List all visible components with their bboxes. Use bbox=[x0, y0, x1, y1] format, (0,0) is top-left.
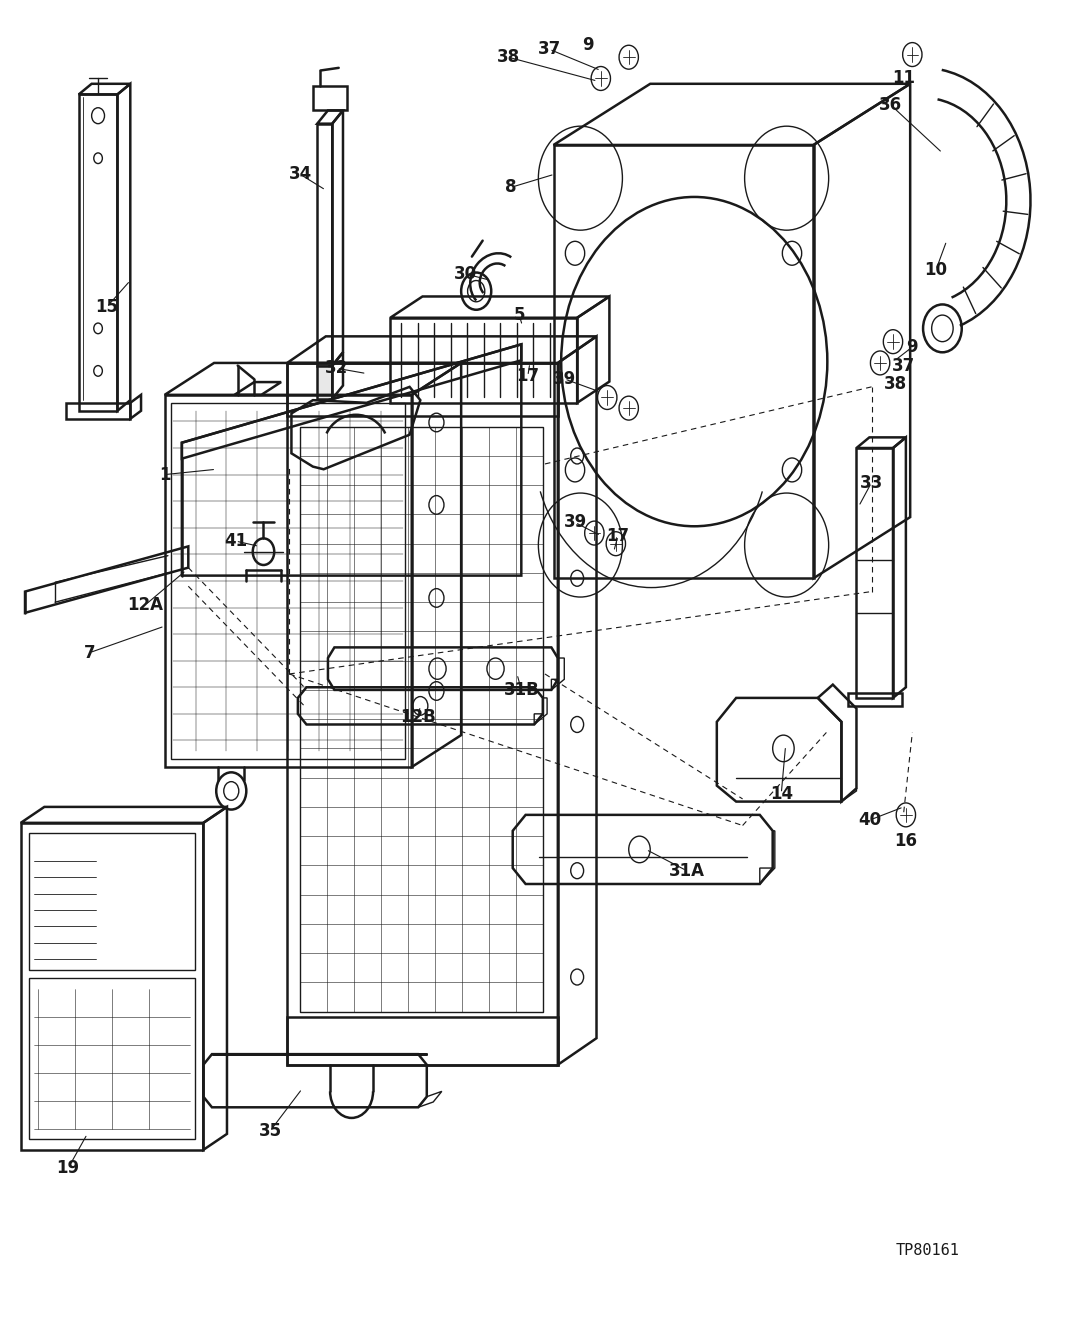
Text: 39: 39 bbox=[563, 513, 587, 531]
Text: 33: 33 bbox=[859, 474, 883, 492]
Text: 37: 37 bbox=[537, 40, 561, 59]
Text: 36: 36 bbox=[879, 96, 903, 115]
Text: 5: 5 bbox=[514, 306, 524, 324]
Text: 19: 19 bbox=[56, 1159, 80, 1177]
Text: 32: 32 bbox=[325, 360, 348, 377]
Text: 7: 7 bbox=[84, 643, 95, 662]
Bar bbox=[300, 426, 543, 1011]
Text: 16: 16 bbox=[894, 832, 918, 850]
Text: 12B: 12B bbox=[401, 707, 436, 726]
Text: 14: 14 bbox=[770, 785, 793, 803]
Text: 1: 1 bbox=[159, 466, 170, 484]
Text: 31B: 31B bbox=[503, 681, 540, 699]
Text: 34: 34 bbox=[289, 165, 311, 184]
Bar bbox=[29, 978, 195, 1139]
Polygon shape bbox=[318, 365, 332, 398]
Text: 38: 38 bbox=[496, 48, 520, 67]
Text: 9: 9 bbox=[582, 36, 593, 55]
Text: 37: 37 bbox=[892, 357, 915, 374]
Text: 35: 35 bbox=[258, 1123, 281, 1140]
Text: 9: 9 bbox=[907, 338, 918, 356]
Text: 8: 8 bbox=[505, 178, 516, 197]
Bar bbox=[29, 834, 195, 970]
Text: 11: 11 bbox=[892, 69, 915, 88]
Text: 40: 40 bbox=[857, 811, 881, 830]
Text: 12A: 12A bbox=[127, 595, 164, 614]
Text: 30: 30 bbox=[453, 265, 477, 282]
Text: 39: 39 bbox=[553, 370, 576, 388]
Bar bbox=[171, 402, 405, 759]
Text: 17: 17 bbox=[516, 368, 540, 385]
Text: 41: 41 bbox=[224, 531, 247, 550]
Text: 38: 38 bbox=[883, 376, 907, 393]
Text: 10: 10 bbox=[924, 261, 948, 278]
Text: 17: 17 bbox=[606, 526, 630, 545]
Text: 15: 15 bbox=[95, 298, 118, 316]
Text: 31A: 31A bbox=[669, 862, 704, 879]
Text: TP80161: TP80161 bbox=[895, 1243, 960, 1259]
